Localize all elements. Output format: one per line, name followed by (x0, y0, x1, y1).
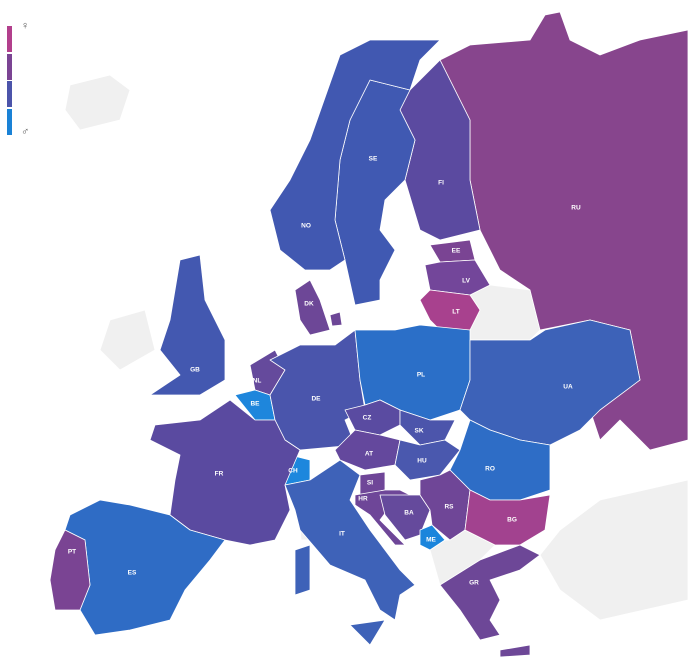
country-label: HR (358, 496, 368, 503)
color-legend (7, 26, 12, 136)
country-shape[interactable] (354, 324, 471, 421)
legend-segment-mostly-male (7, 81, 12, 107)
country-shape[interactable] (349, 619, 386, 646)
female-symbol-icon: ♀ (21, 20, 30, 32)
country-label: PL (417, 372, 425, 379)
country-shape[interactable] (329, 311, 343, 327)
country-shape[interactable] (419, 524, 446, 551)
male-symbol-icon: ♂ (21, 126, 30, 138)
country-label: LT (452, 309, 459, 316)
country-shape[interactable] (499, 644, 531, 658)
no-data-belarus (469, 284, 541, 341)
country-shape[interactable] (149, 254, 226, 396)
country-shape[interactable] (269, 329, 366, 451)
country-label: HU (417, 458, 427, 465)
country-shape[interactable] (149, 399, 301, 546)
country-label: PT (68, 549, 76, 556)
country-dk[interactable] (294, 279, 343, 336)
country-shape[interactable] (394, 439, 461, 481)
country-shape[interactable] (294, 279, 331, 336)
country-hu[interactable] (394, 439, 461, 481)
country-label: CH (288, 468, 298, 475)
no-data-ireland (99, 309, 156, 371)
no-data-turkey (539, 479, 688, 621)
country-label: FI (438, 180, 444, 187)
country-label: AT (365, 451, 373, 458)
country-label: GB (190, 367, 200, 374)
legend-segment-female (7, 26, 12, 52)
country-label: RO (485, 466, 495, 473)
country-shape[interactable] (424, 259, 491, 296)
country-label: ME (426, 537, 436, 544)
country-label: UA (563, 384, 573, 391)
country-label: RS (444, 504, 454, 511)
country-me[interactable] (419, 524, 446, 551)
country-label: NO (301, 223, 311, 230)
country-label: BA (404, 510, 414, 517)
country-label: DE (311, 396, 321, 403)
country-pt[interactable] (49, 529, 91, 611)
country-label: EE (452, 248, 461, 255)
legend-segment-mostly-female (7, 53, 12, 80)
country-lt[interactable] (419, 289, 481, 331)
country-shape[interactable] (419, 469, 471, 541)
no-data-iceland (64, 74, 131, 131)
country-label: LV (462, 278, 470, 285)
country-shape[interactable] (464, 489, 551, 546)
country-label: BG (507, 517, 517, 524)
country-label: SI (367, 480, 373, 487)
country-de[interactable] (269, 329, 366, 451)
country-gr[interactable] (439, 544, 541, 658)
country-it[interactable] (284, 459, 416, 646)
country-bg[interactable] (464, 489, 551, 546)
country-gb[interactable] (149, 254, 226, 396)
country-fr[interactable] (149, 399, 301, 546)
country-label: DK (304, 301, 314, 308)
country-label: NL (253, 378, 262, 385)
country-label: SK (414, 428, 423, 435)
country-label: ES (128, 570, 137, 577)
country-label: BE (250, 401, 260, 408)
country-shape[interactable] (49, 529, 91, 611)
country-label: FR (215, 471, 224, 478)
country-label: IT (339, 531, 345, 538)
country-shape[interactable] (284, 459, 416, 621)
country-shape[interactable] (294, 544, 311, 596)
country-lv[interactable] (424, 259, 491, 296)
country-shape[interactable] (439, 544, 541, 641)
country-label: GR (469, 580, 479, 587)
country-shape[interactable] (439, 11, 688, 451)
country-pl[interactable] (354, 324, 471, 421)
country-hr[interactable] (354, 489, 411, 546)
country-label: SE (369, 156, 378, 163)
legend-segment-male (7, 108, 12, 135)
country-shape[interactable] (419, 289, 481, 331)
country-label: RU (571, 205, 581, 212)
country-rs[interactable] (419, 469, 471, 541)
country-ru[interactable] (439, 11, 688, 451)
country-shape[interactable] (269, 39, 441, 271)
country-label: CZ (363, 415, 372, 422)
country-no[interactable] (269, 39, 441, 271)
country-shape[interactable] (354, 489, 411, 546)
